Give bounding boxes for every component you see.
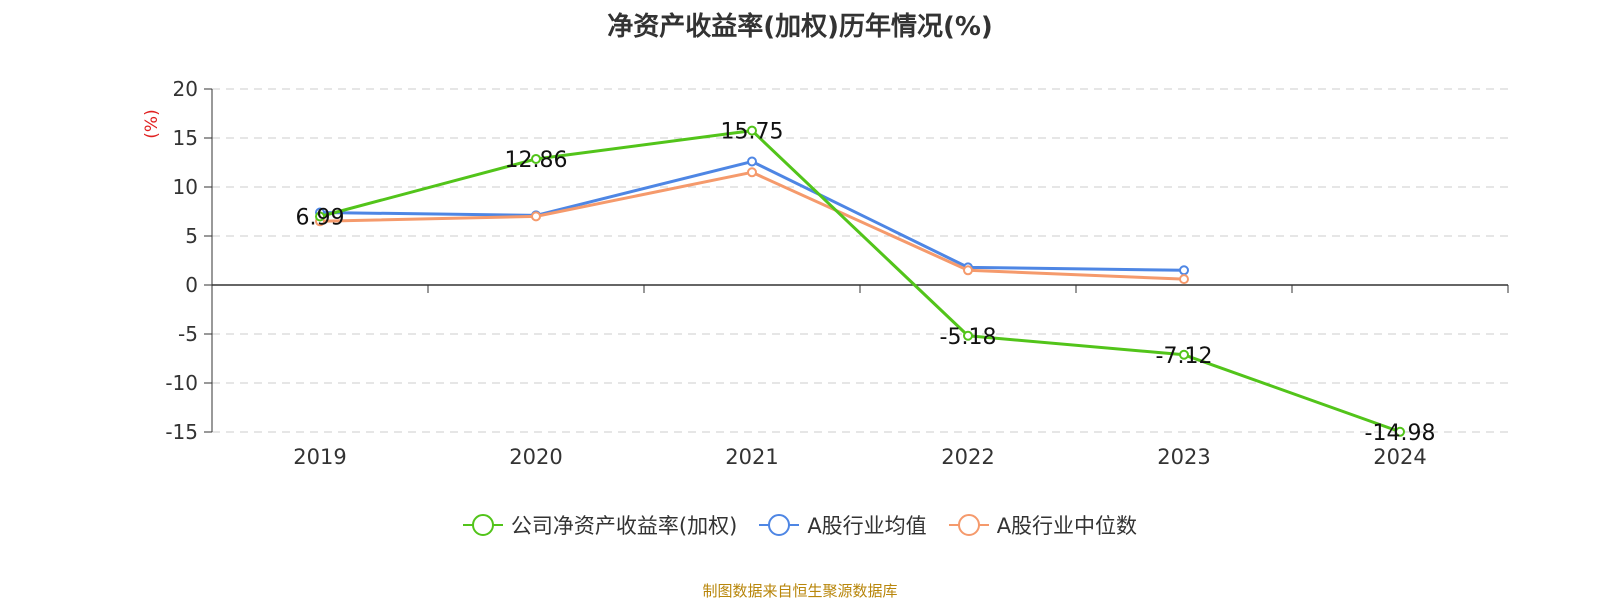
data-point <box>1179 274 1189 285</box>
data-point <box>1179 265 1189 276</box>
legend-marker-icon <box>462 514 503 536</box>
x-tick-label: 2023 <box>1157 445 1210 469</box>
series-line <box>319 160 1185 272</box>
data-point <box>1179 349 1189 360</box>
y-tick-label: 20 <box>173 77 198 101</box>
chart-title: 净资产收益率(加权)历年情况(%) <box>607 12 993 42</box>
data-label: -5.18 <box>940 325 997 350</box>
legend-item-company-roe[interactable]: 公司净资产收益率(加权) <box>462 510 738 540</box>
data-point <box>747 167 757 178</box>
legend: 公司净资产收益率(加权) A股行业均值 A股行业中位数 <box>0 510 1600 540</box>
legend-item-industry-mean[interactable]: A股行业均值 <box>759 510 927 540</box>
data-point <box>963 330 973 341</box>
x-tick-label: 2024 <box>1373 445 1426 469</box>
data-label: -14.98 <box>1365 421 1436 446</box>
y-tick-label: 5 <box>185 224 198 248</box>
data-point <box>315 211 325 222</box>
legend-label: A股行业中位数 <box>996 514 1138 538</box>
data-label: 12.86 <box>505 148 568 173</box>
data-label: -7.12 <box>1156 344 1213 369</box>
x-tick-label: 2020 <box>509 445 562 469</box>
data-point <box>747 125 757 136</box>
y-tick-label: 0 <box>185 273 198 297</box>
legend-marker-icon <box>948 514 989 536</box>
y-tick-label: -15 <box>165 420 198 444</box>
y-tick-label: 10 <box>173 175 198 199</box>
x-tick-label: 2022 <box>941 445 994 469</box>
data-point <box>747 156 757 167</box>
y-tick-label: -5 <box>178 322 198 346</box>
data-point <box>963 265 973 276</box>
series-line <box>319 129 1401 434</box>
data-point <box>531 153 541 164</box>
source-note: 制图数据来自恒生聚源数据库 <box>702 582 898 600</box>
x-tick-label: 2019 <box>293 445 346 469</box>
data-label: 15.75 <box>721 120 784 145</box>
data-point <box>531 211 541 222</box>
y-tick-label: -10 <box>165 371 198 395</box>
legend-label: A股行业均值 <box>807 514 927 538</box>
y-tick-label: 15 <box>173 126 198 150</box>
data-point <box>1395 426 1405 437</box>
x-tick-label: 2021 <box>725 445 778 469</box>
data-label: 6.99 <box>296 205 345 230</box>
legend-marker-icon <box>759 514 800 536</box>
legend-item-industry-median[interactable]: A股行业中位数 <box>948 510 1138 540</box>
legend-label: 公司净资产收益率(加权) <box>510 514 738 538</box>
series-line <box>319 170 1185 281</box>
y-axis-label: (%) <box>142 109 162 138</box>
